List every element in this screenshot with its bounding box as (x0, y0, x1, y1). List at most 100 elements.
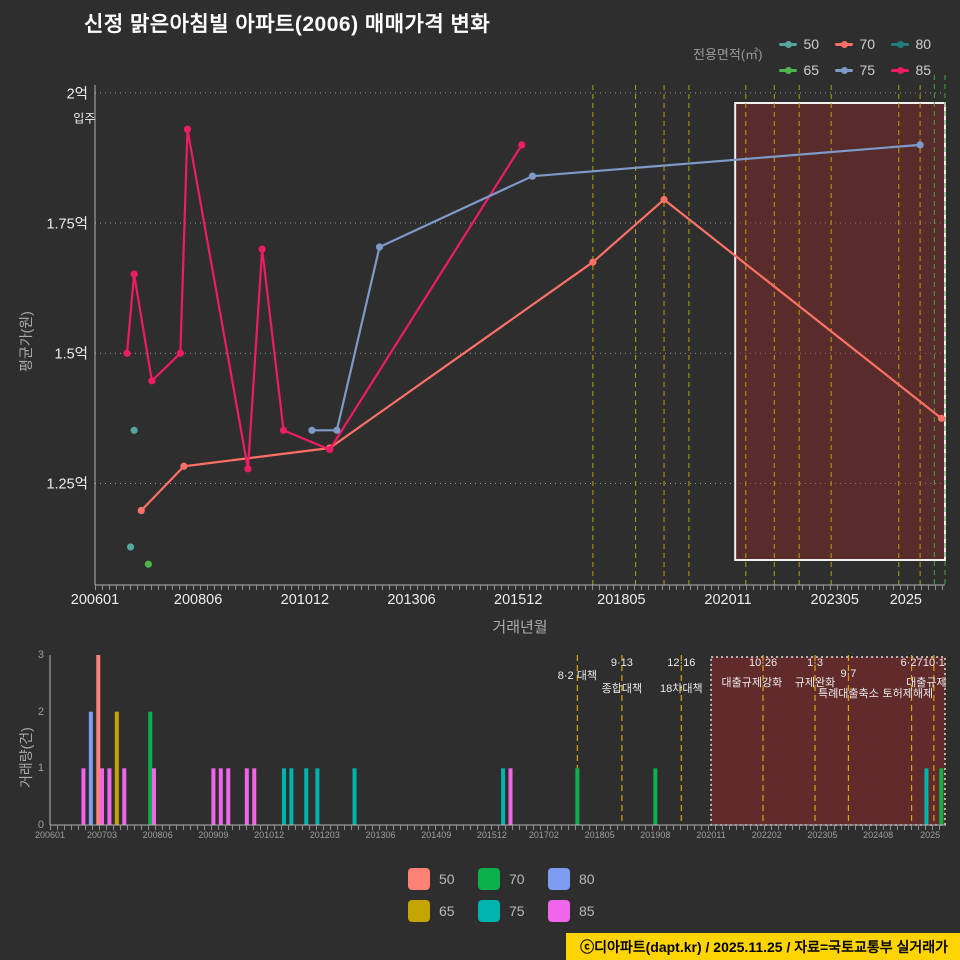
legend-bottom: 50 70 80 65 75 85 (408, 867, 618, 923)
series-70-point (137, 506, 145, 515)
legend-label: 75 (509, 903, 525, 919)
volume-bar (218, 768, 223, 825)
series-70-point (180, 462, 188, 470)
legend-label: 75 (859, 62, 876, 78)
x-tick-label: 201512 (494, 592, 543, 608)
volume-bar (114, 711, 119, 825)
legend-swatch (548, 900, 570, 922)
legend-item-75[interactable]: 75 (834, 62, 891, 78)
policy-annotation: 토허제해제 (882, 688, 934, 700)
volume-bar (96, 655, 101, 825)
legend-item-85[interactable]: 85 (890, 62, 947, 78)
legend-item-80[interactable]: 80 (548, 867, 618, 891)
x-tick-label: 201702 (528, 830, 559, 840)
legend-label: 70 (509, 871, 525, 887)
legend-item-85[interactable]: 85 (548, 899, 618, 923)
series-85-point (326, 445, 334, 454)
legend-item-50[interactable]: 50 (408, 867, 478, 891)
legend-swatch (890, 40, 909, 48)
legend-label: 80 (915, 36, 932, 52)
y-tick-label: 1 (37, 762, 44, 775)
highlight-box (710, 656, 946, 826)
y-tick-label: 2억 (66, 86, 88, 103)
volume-bar (508, 768, 513, 825)
legend-label: 65 (803, 62, 820, 78)
volume-bar (315, 768, 320, 825)
x-tick-label: 200909 (198, 830, 229, 840)
x-tick-label: 200806 (142, 830, 173, 840)
series-75-point (333, 426, 341, 434)
legend-swatch (778, 66, 797, 74)
volume-bar (653, 768, 658, 825)
legend-swatch (408, 900, 430, 922)
series-70-point (937, 414, 946, 422)
x-tick-label: 200601 (70, 592, 120, 608)
series-75-point (308, 426, 316, 434)
x-tick-label: 202011 (696, 830, 726, 840)
series-85-point (244, 465, 252, 473)
x-tick-label: 202408 (863, 830, 894, 840)
legend-item-65[interactable]: 65 (778, 62, 835, 78)
volume-bar (289, 768, 294, 825)
legend-item-80[interactable]: 80 (890, 36, 947, 52)
series-85-point (130, 270, 138, 278)
x-tick-label: 200601 (34, 830, 66, 840)
x-tick-label: 201512 (476, 830, 507, 840)
legend-item-75[interactable]: 75 (478, 899, 548, 923)
x-tick-label: 202011 (704, 592, 752, 608)
volume-bar (88, 711, 93, 825)
volume-chart: 0 1 2 3 200601 200703 200806 200909 201012 201203… (35, 649, 947, 840)
series-75-point (375, 243, 384, 251)
x-tick-label: 201012 (280, 592, 330, 608)
legend-label: 70 (859, 36, 876, 52)
x-tick-label: 201805 (584, 830, 615, 840)
series-85-line (125, 129, 523, 470)
legend-label: 85 (915, 62, 932, 78)
x-axis-ticks (95, 585, 945, 590)
volume-bar (99, 768, 104, 825)
x-tick-label: 201409 (421, 830, 452, 840)
series-70-line (140, 198, 943, 512)
legend-swatch (408, 868, 430, 890)
footer-credit: ⓒ디아파트(dapt.kr) / 2025.11.25 / 자료=국토교통부 실… (566, 933, 960, 960)
volume-bar (226, 768, 231, 825)
y-tick-label: 3 (37, 649, 44, 661)
series-50-point (130, 426, 138, 434)
volume-chart-canvas (49, 655, 946, 826)
volume-bar (148, 711, 153, 825)
legend-swatch (548, 868, 570, 890)
x-tick-label: 201306 (365, 830, 396, 840)
policy-annotation: 8·2 대책 (557, 670, 597, 682)
x-tick-label: 201306 (387, 592, 436, 608)
legend-item-65[interactable]: 65 (408, 899, 478, 923)
price-chart: 2억 1.75억 1.5억 1.25억 200601 200806 201012 201306… (46, 75, 946, 636)
x-tick-label: 201012 (254, 830, 285, 840)
legend-item-70[interactable]: 70 (834, 36, 891, 52)
volume-bar (211, 768, 216, 825)
volume-bar (81, 768, 86, 825)
policy-annotation: 대출규제 (906, 677, 947, 689)
policy-annotation: 10·1 (922, 657, 945, 669)
highlight-box (734, 102, 946, 561)
y-tick-label: 1.75억 (46, 216, 88, 233)
policy-annotation: 종합대책 (601, 683, 643, 695)
series-85-point (183, 125, 192, 133)
volume-bar (924, 768, 929, 825)
policy-annotation: 9·7 (840, 668, 857, 680)
legend-top: 전용면적(㎡) 50 70 80 65 75 85 (693, 36, 947, 78)
policy-annotation: 10·26 (748, 657, 778, 669)
legend-swatch (478, 868, 500, 890)
legend-title: 전용면적(㎡) (693, 47, 763, 62)
price-x-axis-title: 거래년월 (492, 619, 548, 636)
volume-bar (252, 768, 257, 825)
volume-bar (107, 768, 112, 825)
price-y-axis-title: 평균가(원) (18, 311, 34, 372)
legend-swatch (478, 900, 500, 922)
volume-bar (939, 768, 944, 825)
legend-item-50[interactable]: 50 (778, 36, 835, 52)
legend-item-70[interactable]: 70 (478, 867, 548, 891)
x-tick-label: 200806 (173, 592, 223, 608)
series-65-point (144, 560, 152, 568)
x-tick-label: 201203 (309, 830, 340, 840)
annotation-label: 입주 (73, 111, 96, 126)
